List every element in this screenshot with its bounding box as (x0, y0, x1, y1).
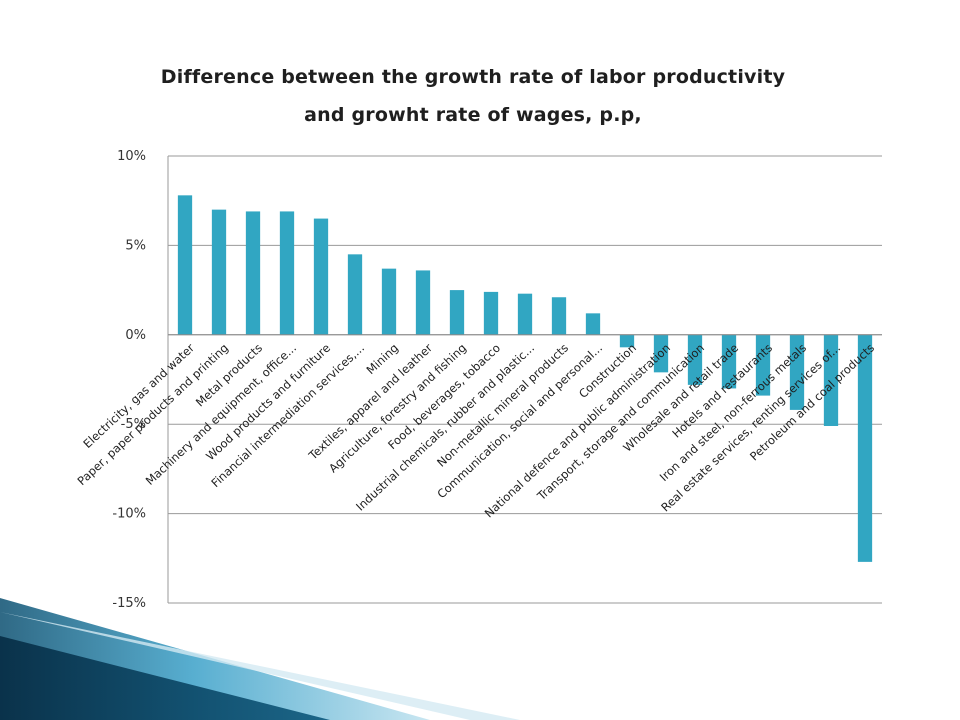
bar (381, 268, 397, 335)
y-tick-label: -10% (112, 507, 146, 522)
bar (177, 195, 193, 335)
y-tick-label: 5% (125, 238, 146, 253)
bar (755, 334, 771, 396)
bar (585, 313, 601, 335)
bar (687, 334, 703, 385)
chart-title-line-2: and growht rate of wages, p.p, (304, 104, 642, 126)
chart-title-line-1: Difference between the growth rate of la… (160, 66, 786, 88)
bar (415, 270, 431, 335)
bar (653, 334, 669, 373)
bar (721, 334, 737, 389)
bar (211, 209, 227, 335)
category-label: Paper, paper products and printing (75, 341, 232, 488)
bar (619, 334, 635, 348)
y-tick-label: -15% (112, 596, 146, 611)
bar (823, 334, 839, 426)
bar (517, 293, 533, 335)
y-tick-label: 10% (117, 149, 146, 164)
bar (313, 218, 329, 335)
bar (483, 291, 499, 335)
bar (279, 211, 295, 335)
bar (857, 334, 873, 562)
y-tick-label: 0% (125, 328, 146, 343)
bar (789, 334, 805, 410)
bar (347, 254, 363, 335)
bar (245, 211, 261, 335)
bar (449, 290, 465, 335)
bar (551, 297, 567, 335)
y-tick-label: -5% (121, 417, 146, 432)
